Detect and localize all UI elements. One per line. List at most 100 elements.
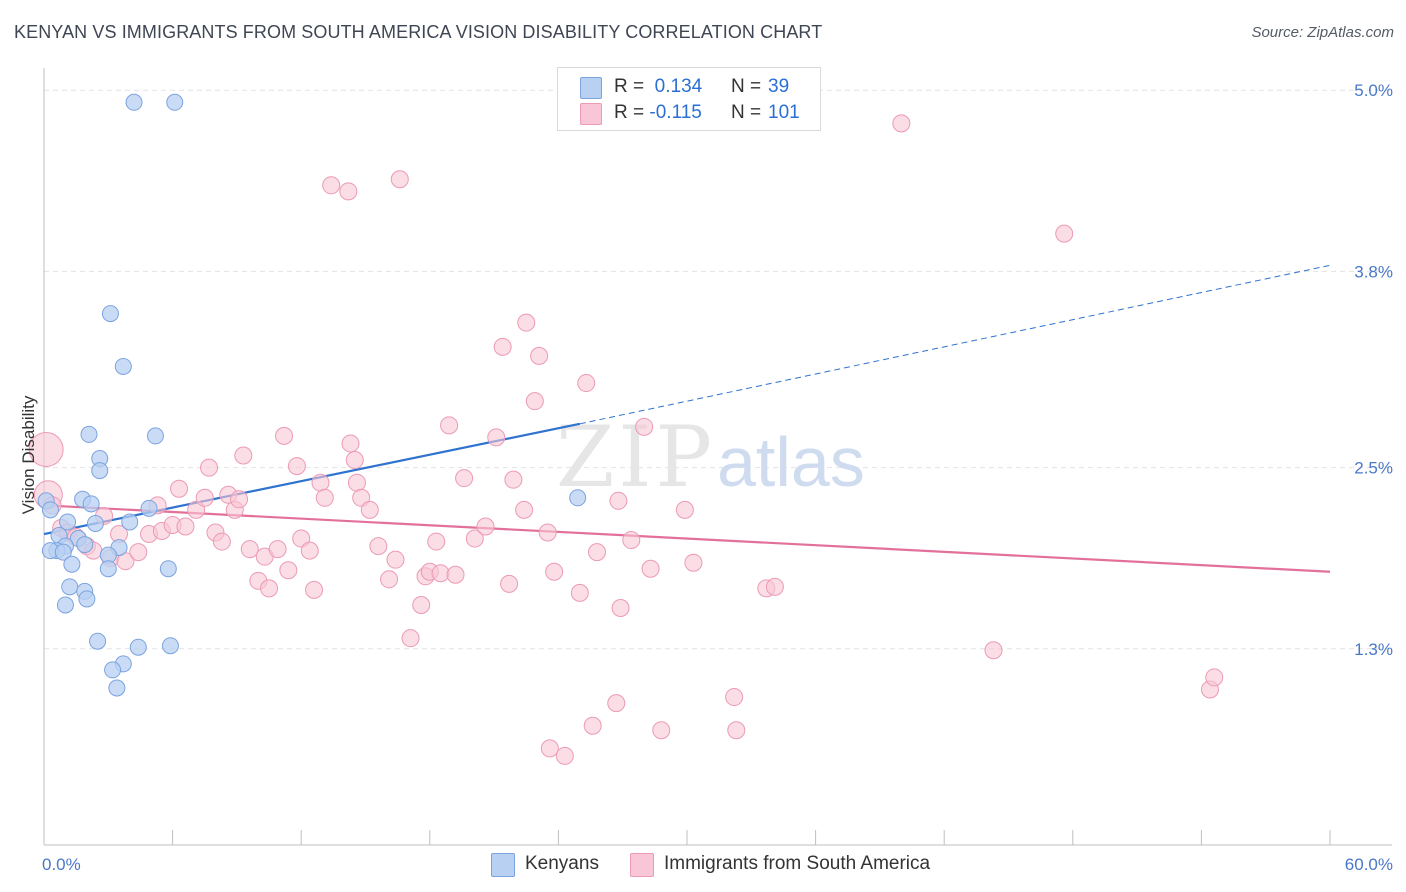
immigrants-point bbox=[279, 561, 298, 580]
immigrants-point bbox=[390, 170, 409, 189]
y-tick-label: 2.5% bbox=[1354, 459, 1393, 478]
kenyans-legend-swatch bbox=[491, 853, 515, 877]
immigrants-point bbox=[369, 537, 388, 556]
immigrants-point bbox=[515, 500, 534, 519]
watermark: ZIP atlas bbox=[556, 408, 865, 506]
n-value-kenyans: 39 bbox=[768, 76, 790, 97]
x-tick-label-min: 0.0% bbox=[42, 855, 81, 874]
kenyans-point bbox=[59, 513, 77, 531]
immigrants-point bbox=[530, 346, 549, 365]
immigrants-point bbox=[322, 176, 341, 195]
immigrants-point bbox=[765, 577, 784, 596]
kenyans-point bbox=[99, 560, 117, 578]
immigrants-swatch bbox=[580, 103, 602, 125]
n-label: N = bbox=[731, 76, 762, 97]
watermark-zip: ZIP bbox=[556, 408, 716, 506]
immigrants-point bbox=[540, 739, 559, 758]
gridlines: 1.3% 2.5% 3.8% 5.0% bbox=[44, 81, 1393, 659]
kenyans-trend-projection bbox=[579, 264, 1331, 425]
immigrants-point bbox=[347, 473, 366, 492]
r-value-kenyans: 0.134 bbox=[654, 76, 703, 97]
immigrants-point bbox=[212, 532, 231, 551]
kenyans-point bbox=[56, 596, 74, 614]
immigrants-point bbox=[260, 579, 279, 598]
kenyans-point bbox=[63, 555, 81, 573]
immigrants-point bbox=[1055, 224, 1074, 243]
immigrants-point bbox=[583, 716, 602, 735]
immigrants-point bbox=[431, 564, 450, 583]
immigrants-point bbox=[984, 641, 1003, 660]
immigrants-point bbox=[341, 434, 360, 453]
y-tick-label: 5.0% bbox=[1354, 81, 1393, 100]
kenyans-points bbox=[37, 93, 587, 697]
immigrants-point bbox=[487, 428, 506, 447]
immigrants-point bbox=[493, 337, 512, 356]
immigrants-point bbox=[268, 540, 287, 559]
immigrants-point bbox=[607, 694, 626, 713]
immigrants-point bbox=[465, 529, 484, 548]
immigrants-legend-swatch bbox=[630, 853, 654, 877]
immigrants-trend-line bbox=[43, 504, 1331, 573]
immigrants-point bbox=[234, 446, 253, 465]
immigrants-point bbox=[611, 598, 630, 617]
immigrants-point bbox=[380, 570, 399, 589]
r-value-immigrants: -0.115 bbox=[649, 102, 702, 123]
kenyans-point bbox=[140, 499, 158, 517]
immigrants-point bbox=[570, 583, 589, 602]
immigrants-point bbox=[577, 374, 596, 393]
immigrants-point bbox=[345, 451, 364, 470]
axis-ticks bbox=[43, 830, 1331, 845]
kenyans-point bbox=[166, 93, 184, 111]
immigrants-point bbox=[455, 469, 474, 488]
r-label: R = bbox=[614, 76, 645, 97]
immigrants-point bbox=[587, 543, 606, 562]
x-tick-label-max: 60.0% bbox=[1345, 855, 1393, 874]
y-tick-label: 3.8% bbox=[1354, 262, 1393, 281]
kenyans-point bbox=[101, 305, 119, 323]
kenyans-point bbox=[114, 357, 132, 375]
immigrants-point bbox=[195, 488, 214, 507]
immigrants-point bbox=[176, 517, 195, 536]
kenyans-point bbox=[61, 578, 79, 596]
chart-title: KENYAN VS IMMIGRANTS FROM SOUTH AMERICA … bbox=[14, 22, 823, 42]
immigrants-point bbox=[427, 532, 446, 551]
immigrants-point bbox=[170, 479, 189, 498]
immigrants-point bbox=[240, 540, 259, 559]
kenyans-point bbox=[76, 536, 94, 554]
immigrants-point bbox=[386, 550, 405, 569]
immigrants-point bbox=[360, 500, 379, 519]
immigrants-point bbox=[675, 500, 694, 519]
immigrants-point bbox=[517, 313, 536, 332]
immigrants-point bbox=[476, 517, 495, 536]
immigrants-point bbox=[401, 629, 420, 648]
immigrants-point bbox=[635, 417, 654, 436]
kenyans-point bbox=[41, 501, 59, 519]
immigrants-point bbox=[339, 182, 358, 201]
immigrants-point bbox=[275, 426, 294, 445]
immigrants-point bbox=[555, 746, 574, 765]
kenyans-point bbox=[91, 462, 109, 480]
immigrants-point bbox=[200, 458, 219, 477]
kenyans-point bbox=[82, 495, 100, 513]
immigrants-point bbox=[545, 562, 564, 581]
immigrants-point bbox=[305, 580, 324, 599]
immigrants-point bbox=[28, 431, 64, 467]
immigrants-point bbox=[538, 523, 557, 542]
immigrants-point bbox=[1205, 668, 1224, 687]
kenyans-point bbox=[129, 638, 147, 656]
immigrants-point bbox=[892, 114, 911, 133]
immigrants-points bbox=[28, 114, 1224, 765]
immigrants-point bbox=[311, 473, 330, 492]
immigrants-point bbox=[641, 559, 660, 578]
immigrants-point bbox=[287, 457, 306, 476]
immigrants-point bbox=[129, 543, 148, 562]
kenyans-point bbox=[86, 514, 104, 532]
y-tick-label: 1.3% bbox=[1354, 640, 1393, 659]
n-value-immigrants: 101 bbox=[768, 102, 800, 123]
immigrants-point bbox=[500, 574, 519, 593]
immigrants-point bbox=[446, 565, 465, 584]
immigrants-legend-label: Immigrants from South America bbox=[664, 853, 931, 874]
kenyans-point bbox=[125, 93, 143, 111]
immigrants-point bbox=[684, 553, 703, 572]
